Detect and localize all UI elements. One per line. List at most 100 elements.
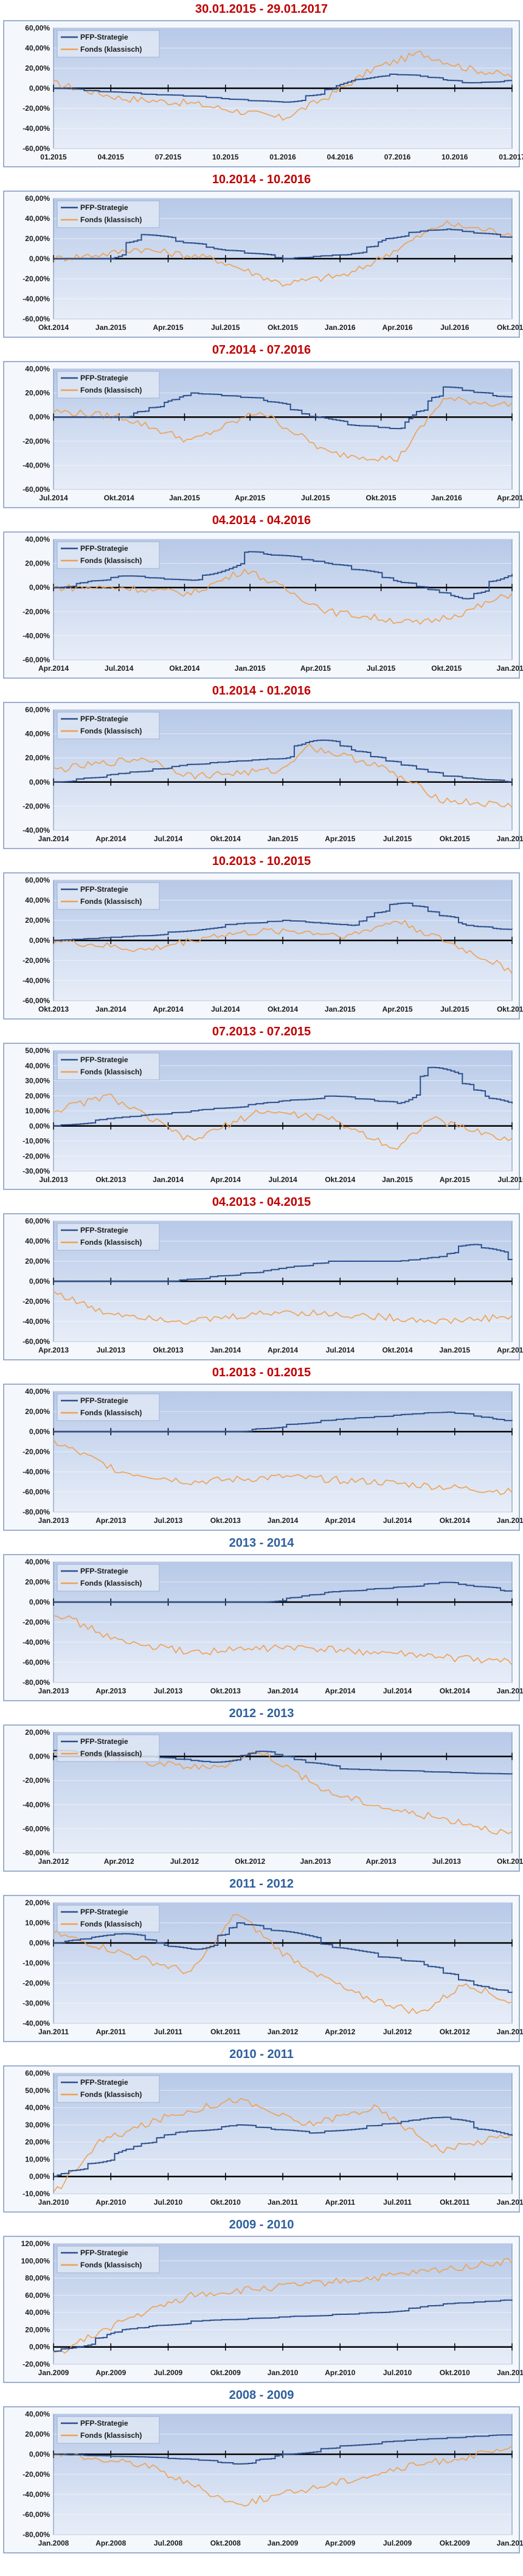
legend: PFP-Strategie Fonds (klassisch)	[57, 1734, 160, 1762]
y-tick-label: -80,00%	[23, 1508, 50, 1516]
legend-label-strategy: PFP-Strategie	[80, 1396, 128, 1405]
x-tick-label: Jul.2015	[211, 323, 240, 332]
x-tick-label: Jan.2015	[169, 494, 200, 502]
y-tick-label: 120,00%	[21, 2239, 50, 2248]
legend: PFP-Strategie Fonds (klassisch)	[57, 1393, 160, 1421]
x-tick-label: Apr.2014	[325, 1516, 355, 1525]
series-line-fund	[53, 2098, 513, 2193]
chart-panel: 07.2014 - 07.2016 40,00% 20,00% 0,00% -20,00…	[0, 341, 523, 511]
x-tick-label: 01.2015	[40, 153, 67, 161]
y-tick-label: -40,00%	[23, 1468, 50, 1476]
y-tick-label: -40,00%	[23, 2490, 50, 2499]
y-tick-label: 50,00%	[25, 1046, 50, 1055]
y-tick-label: 20,00%	[25, 2138, 50, 2146]
x-tick-label: Jul.2015	[497, 1175, 523, 1184]
x-tick-label: Apr.2014	[325, 1687, 355, 1695]
x-tick-label: Apr.2010	[325, 2368, 355, 2377]
y-tick-label: -20,00%	[23, 1618, 50, 1626]
x-tick-label: Jan.2009	[38, 2368, 69, 2377]
y-tick-label: 40,00%	[25, 1062, 50, 1070]
series-line-fund	[53, 220, 513, 287]
series-line-fund	[53, 1914, 513, 2014]
x-tick-label: Jan.2010	[497, 2539, 523, 2547]
y-tick-label: 20,00%	[25, 1257, 50, 1265]
legend-label-fund: Fonds (klassisch)	[80, 45, 142, 54]
x-tick-label: 07.2016	[384, 153, 411, 161]
x-tick-label: Okt.2014	[440, 1687, 470, 1695]
y-tick-label: -40,00%	[23, 976, 50, 985]
y-tick-label: -30,00%	[23, 1167, 50, 1175]
x-tick-label: Okt.2013	[95, 1175, 126, 1184]
x-tick-label: 01.2017	[499, 153, 523, 161]
x-tick-label: Jan.2009	[268, 2539, 299, 2547]
y-tick-label: -20,00%	[23, 1152, 50, 1160]
x-tick-label: Jul.2014	[105, 664, 134, 673]
x-tick-label: Apr.2014	[268, 1346, 298, 1354]
x-tick-label: Jul.2013	[39, 1175, 68, 1184]
series-line-strategy	[54, 1922, 513, 1993]
x-tick-label: Jan.2015	[497, 1687, 523, 1695]
y-tick-label: -10,00%	[23, 1137, 50, 1146]
x-tick-label: Jul.2012	[170, 1857, 199, 1866]
y-tick-label: -40,00%	[23, 2019, 50, 2028]
x-tick-label: Okt.2011	[440, 2198, 470, 2207]
x-tick-label: Apr.2015	[382, 1005, 412, 1013]
x-tick-label: Jan.2016	[325, 323, 356, 332]
y-tick-label: 10,00%	[25, 1919, 50, 1927]
series-line-fund	[53, 50, 513, 121]
y-tick-label: 10,00%	[25, 2155, 50, 2163]
series-line-fund	[53, 1615, 513, 1665]
series-line-strategy	[54, 740, 512, 783]
y-tick-label: 60,00%	[25, 2069, 50, 2077]
x-tick-label: Apr.2015	[235, 494, 265, 502]
x-tick-label: Apr.2011	[96, 2028, 126, 2036]
line-chart: 40,00% 20,00% 0,00% -20,00% -40,00% -60,00% -8…	[3, 1554, 523, 1701]
x-tick-label: Okt.2009	[210, 2368, 241, 2377]
legend-label-fund: Fonds (klassisch)	[80, 897, 142, 906]
y-tick-label: -20,00%	[23, 1297, 50, 1306]
x-tick-label: Jul.2013	[432, 1857, 462, 1866]
legend: PFP-Strategie Fonds (klassisch)	[57, 30, 160, 58]
x-tick-label: Okt.2012	[440, 2028, 470, 2036]
series-line-fund	[53, 1093, 513, 1150]
y-tick-label: 20,00%	[25, 234, 50, 243]
chart-panel: 30.01.2015 - 29.01.2017 60,00% 40,00% 20,00…	[0, 0, 523, 170]
x-tick-label: Jan.2012	[38, 1857, 69, 1866]
series-line-strategy	[54, 1244, 513, 1282]
y-tick-label: -20,00%	[23, 1447, 50, 1456]
chart-title: 07.2014 - 07.2016	[212, 343, 311, 357]
y-tick-label: 40,00%	[25, 44, 50, 52]
x-tick-label: Jan.2015	[382, 1175, 413, 1184]
legend-label-strategy: PFP-Strategie	[80, 1737, 128, 1746]
series-line-strategy	[54, 1066, 513, 1127]
y-tick-label: 30,00%	[25, 1077, 50, 1085]
y-tick-label: 60,00%	[25, 1217, 50, 1225]
legend-label-strategy: PFP-Strategie	[80, 2249, 128, 2257]
y-tick-label: 20,00%	[25, 1091, 50, 1100]
y-tick-label: -30,00%	[23, 1999, 50, 2007]
y-tick-label: 60,00%	[25, 194, 50, 203]
y-tick-label: 20,00%	[25, 1407, 50, 1416]
x-tick-label: 10.2015	[212, 153, 239, 161]
x-tick-label: Jan.2010	[268, 2368, 299, 2377]
y-tick-label: 0,00%	[29, 1122, 50, 1130]
x-tick-label: Jan.2015	[95, 323, 126, 332]
x-tick-label: Jan.2016	[497, 664, 523, 673]
chart-title: 04.2014 - 04.2016	[212, 514, 311, 527]
series-line-fund	[53, 2445, 513, 2507]
x-tick-label: Okt.2011	[210, 2028, 241, 2036]
series-line-strategy	[54, 551, 513, 600]
x-tick-label: Jan.2011	[497, 2368, 523, 2377]
legend: PFP-Strategie Fonds (klassisch)	[57, 2416, 160, 2444]
x-tick-label: Okt.2015	[440, 835, 470, 843]
legend-label-fund: Fonds (klassisch)	[80, 1579, 142, 1587]
x-tick-label: Okt.2014	[268, 1005, 298, 1013]
y-tick-label: 20,00%	[25, 1578, 50, 1586]
y-tick-label: -20,00%	[23, 275, 50, 283]
y-tick-label: -10,00%	[23, 1959, 50, 1967]
chart-panel: 2011 - 2012 20,00% 10,00% 0,00% -10,00% -20,0…	[0, 1875, 523, 2045]
x-tick-label: Apr.2013	[38, 1346, 69, 1354]
legend-label-strategy: PFP-Strategie	[80, 715, 128, 723]
y-tick-label: 0,00%	[29, 1427, 50, 1436]
